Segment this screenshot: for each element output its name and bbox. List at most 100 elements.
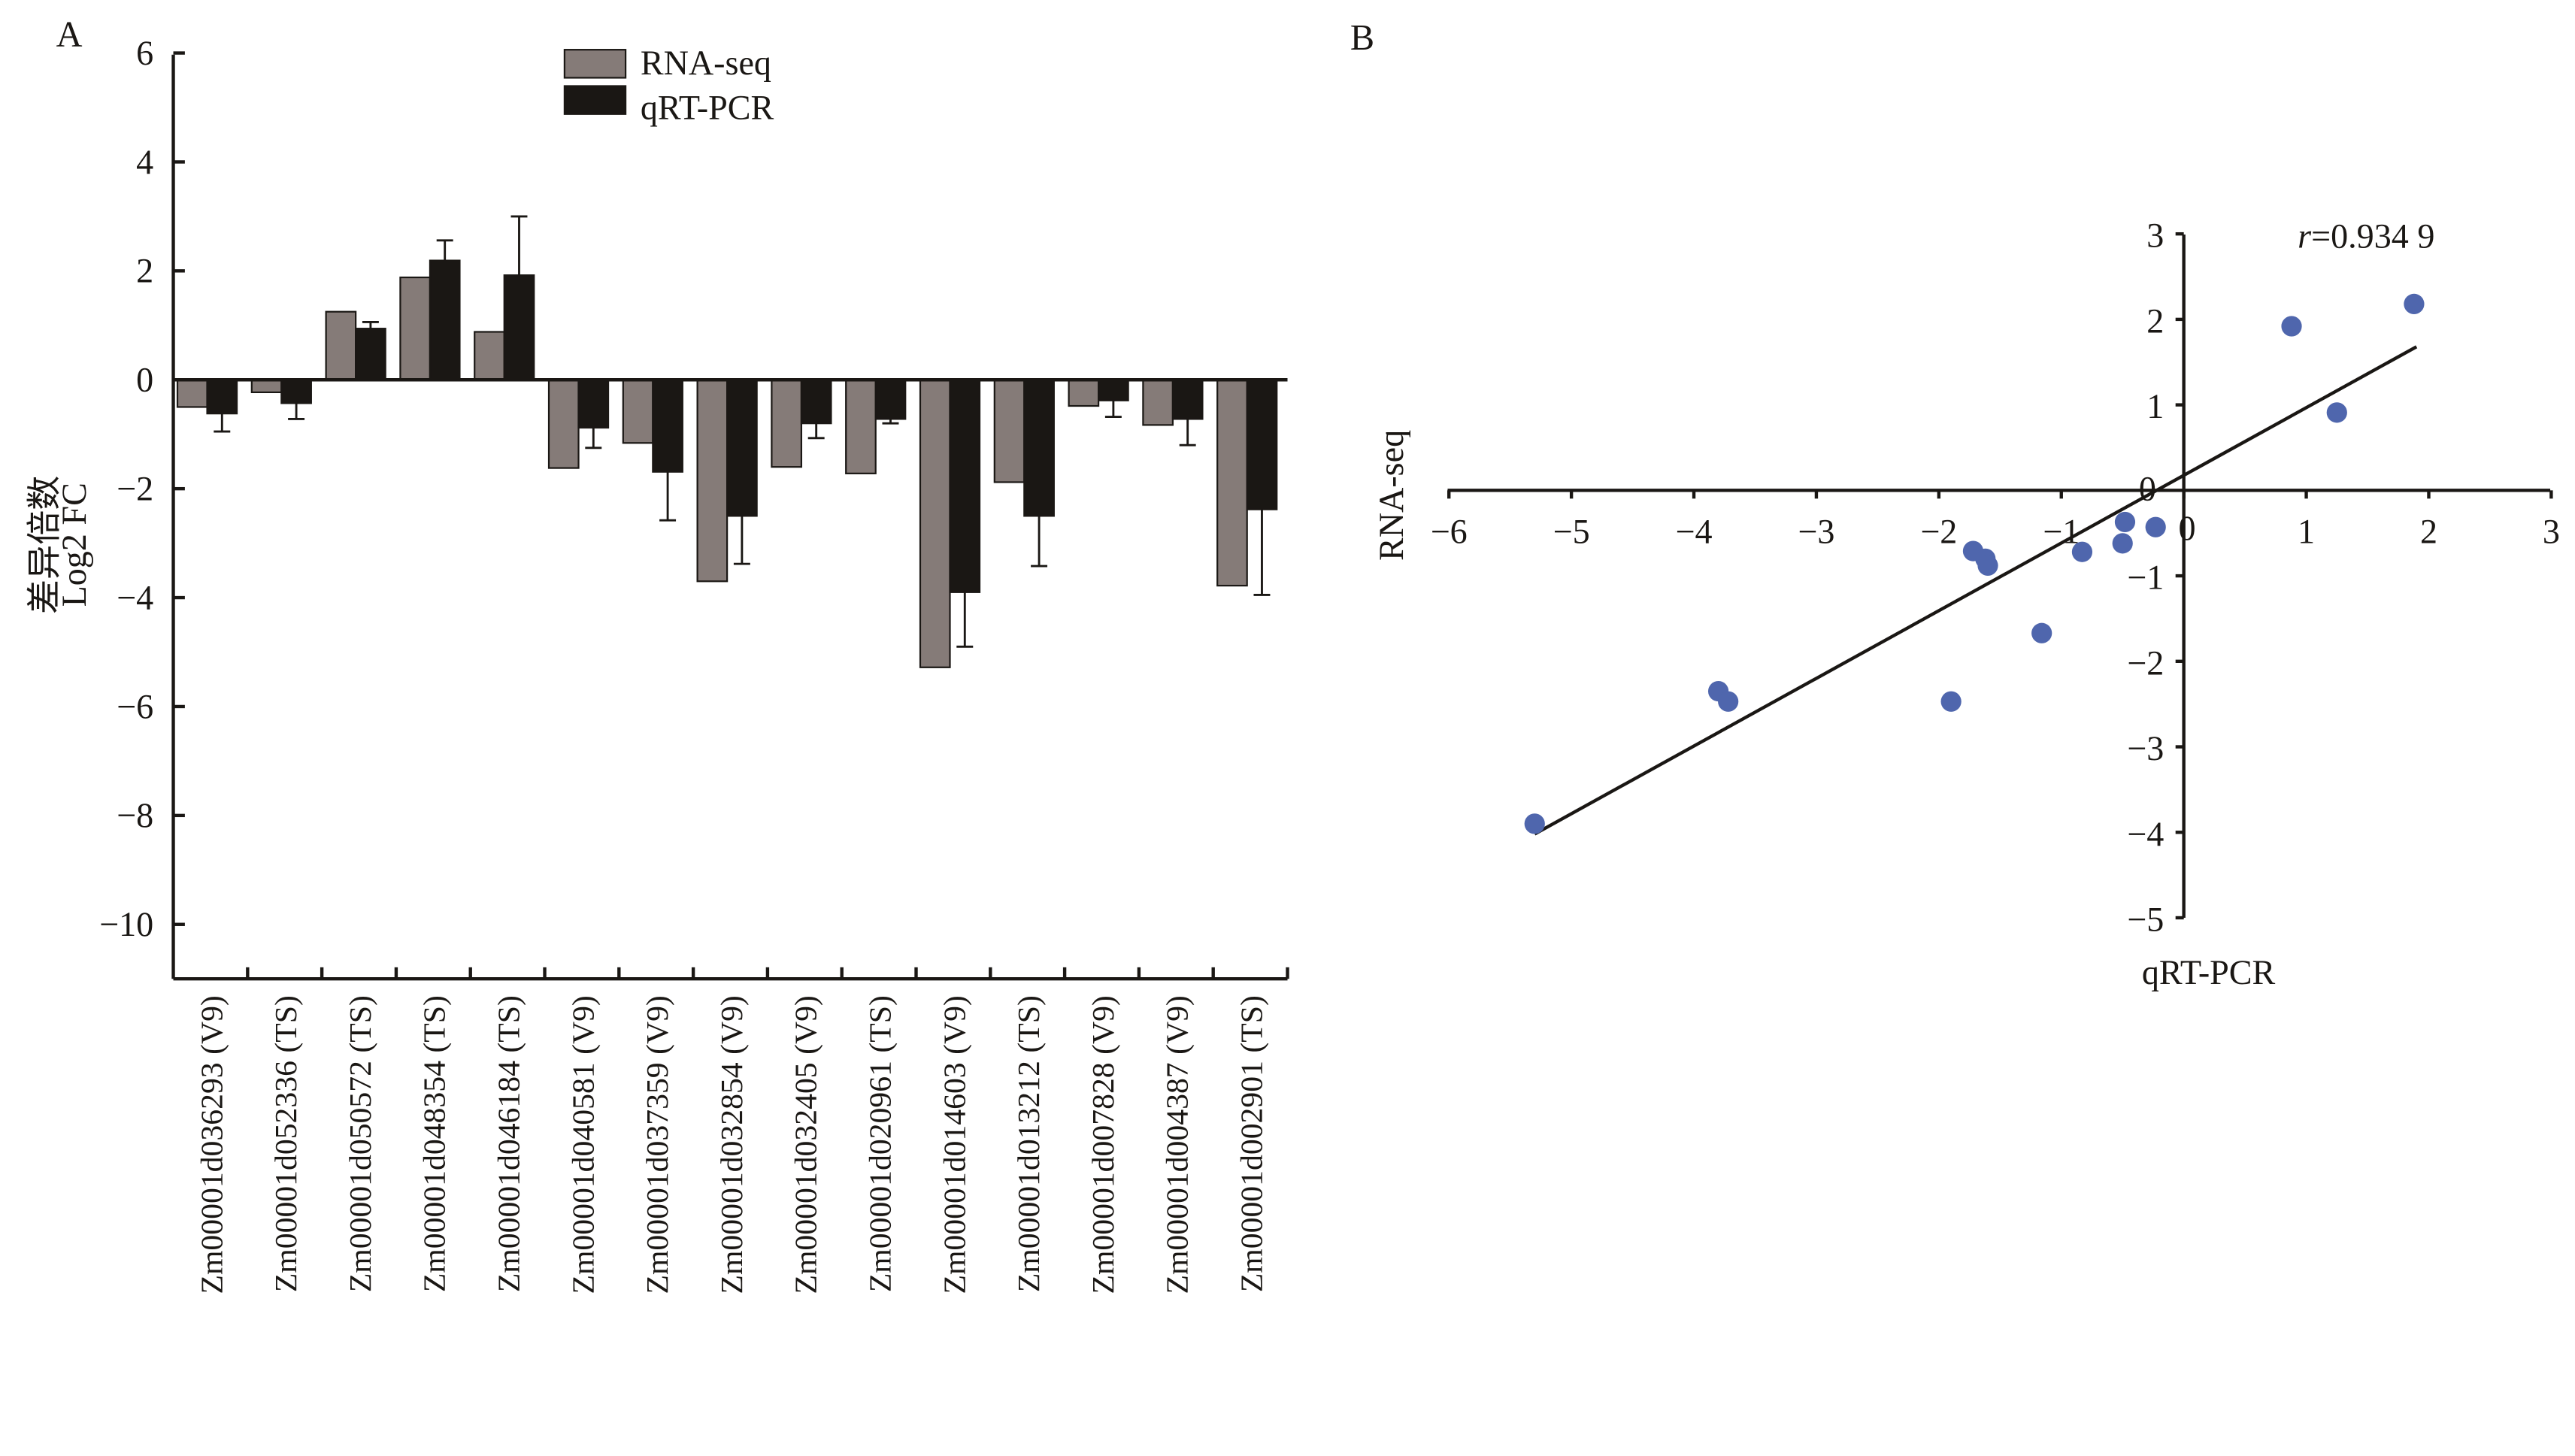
scatter-point [2071, 541, 2093, 562]
bar-rna-seq [325, 310, 357, 381]
scatter-point [2281, 316, 2302, 337]
scatter-point [2404, 293, 2425, 315]
bar-rna-seq [919, 379, 951, 668]
bar-category-label: Zm00001d036293 (V9) [195, 995, 229, 1294]
scatter-y-ticks: 3 2 1 −1 −2 −3 −4 −5 [2127, 216, 2184, 939]
scatter-y-tick-label: −3 [2127, 729, 2164, 767]
legend-swatch-rna-seq [563, 49, 627, 79]
bar-rna-seq [250, 379, 283, 394]
scatter-point [1718, 691, 1739, 712]
bar-rna-seq [1216, 379, 1248, 587]
bar-y-tick-label: −8 [117, 796, 153, 834]
correlation-r-symbol: r [2298, 217, 2312, 256]
bar-rna-seq [399, 276, 432, 381]
bar-rna-seq [1068, 379, 1100, 407]
bar-qrt-pcr [1023, 379, 1055, 517]
scatter-y-tick-label: −1 [2127, 558, 2164, 597]
scatter-x-tick-label: 0 [2179, 509, 2196, 547]
bar-marks [176, 215, 1278, 668]
bar-category-labels: Zm00001d036293 (V9) Zm00001d052336 (TS) Zm… [195, 995, 1269, 1294]
bar-rna-seq [1142, 379, 1174, 426]
bar-qrt-pcr [429, 259, 461, 381]
bar-qrt-pcr [206, 379, 238, 415]
scatter-chart: −6 −5 −4 −3 −2 −1 0 1 2 3 3 2 1 −1 −2 −3 −4 −5 0 r=0.934… [1372, 216, 2560, 991]
bar-qrt-pcr [577, 379, 610, 429]
legend-label-qrt-pcr: qRT-PCR [641, 88, 774, 126]
bar-y-tick-label: −6 [117, 687, 153, 725]
bar-y-tick-label: 2 [136, 252, 153, 290]
scatter-point [2031, 622, 2052, 643]
bar-y-label: 差异倍数 Log2 FC [24, 476, 94, 614]
bar-category-label: Zm00001d032854 (V9) [715, 995, 750, 1294]
scatter-point [2112, 533, 2133, 554]
bar-qrt-pcr [1246, 379, 1278, 510]
scatter-points [1524, 293, 2425, 834]
correlation-value: =0.934 9 [2311, 217, 2434, 256]
bar-category-label: Zm00001d050572 (TS) [344, 995, 378, 1292]
legend-label-rna-seq: RNA-seq [641, 44, 771, 82]
scatter-y-label: RNA-seq [1372, 430, 1410, 561]
correlation-annotation: r=0.934 9 [2298, 217, 2434, 256]
bar-rna-seq [771, 379, 803, 468]
trendline [1534, 345, 2418, 836]
bar-y-tick-label: −2 [117, 470, 153, 508]
bar-qrt-pcr [726, 379, 758, 517]
scatter-y-tick-label: 2 [2146, 301, 2164, 340]
bar-rna-seq [845, 379, 877, 474]
scatter-point [1977, 555, 1998, 577]
scatter-y-tick-label: 1 [2146, 387, 2164, 425]
bar-rna-seq [993, 379, 1025, 483]
bar-qrt-pcr [874, 379, 907, 420]
bar-category-label: Zm00001d004387 (V9) [1161, 995, 1195, 1294]
bar-category-label: Zm00001d037359 (V9) [641, 995, 675, 1294]
bar-category-label: Zm00001d046184 (TS) [492, 995, 526, 1292]
bar-rna-seq [176, 379, 208, 408]
scatter-point [2145, 516, 2166, 537]
bar-category-label: Zm00001d052336 (TS) [269, 995, 304, 1292]
bar-qrt-pcr [280, 379, 312, 404]
bar-rna-seq [622, 379, 654, 444]
panel-label-b: B [1350, 18, 1374, 58]
bar-qrt-pcr [652, 379, 683, 473]
scatter-y-tick-label: −2 [2127, 643, 2164, 682]
bar-qrt-pcr [800, 379, 832, 425]
bar-y-label-line2: Log2 FC [55, 483, 93, 607]
scatter-x-tick-label: −2 [1920, 513, 1957, 551]
scatter-y-tick-label: −4 [2127, 815, 2164, 853]
scatter-x-label: qRT-PCR [2142, 953, 2276, 991]
scatter-x-tick-label: −4 [1676, 513, 1713, 551]
scatter-x-tick-label: −3 [1798, 513, 1834, 551]
scatter-point [1940, 691, 1962, 712]
bar-rna-seq [474, 331, 505, 381]
scatter-y-tick-label: 3 [2146, 216, 2164, 255]
bar-qrt-pcr [503, 274, 535, 381]
bar-y-ticks: 6 4 2 0 −2 −4 −6 −8 −10 [99, 34, 185, 943]
bar-qrt-pcr [355, 328, 386, 381]
bar-y-tick-label: 0 [136, 361, 153, 399]
scatter-x-tick-label: 1 [2298, 513, 2315, 551]
scatter-point [2326, 402, 2347, 423]
scatter-x-tick-label: −1 [2043, 513, 2080, 551]
scatter-origin-label: 0 [2139, 470, 2156, 508]
bar-category-label: Zm00001d020961 (TS) [863, 995, 898, 1292]
bar-x-ticks [246, 967, 1289, 979]
bar-rna-seq [696, 379, 729, 583]
scatter-point [2114, 511, 2136, 533]
bar-y-label-line1: 差异倍数 [24, 476, 65, 614]
scatter-x-tick-label: 2 [2420, 513, 2437, 551]
panel-label-a: A [56, 15, 83, 55]
bar-rna-seq [547, 379, 580, 469]
bar-category-label: Zm00001d048354 (TS) [418, 995, 453, 1292]
bar-category-label: Zm00001d013212 (TS) [1012, 995, 1047, 1292]
scatter-x-ticks: −6 −5 −4 −3 −2 −1 0 1 2 3 [1431, 490, 2560, 551]
bar-y-tick-label: −4 [117, 578, 153, 616]
legend: RNA-seq qRT-PCR [563, 44, 774, 126]
bar-qrt-pcr [949, 379, 981, 593]
bar-category-label: Zm00001d007828 (V9) [1086, 995, 1121, 1294]
bar-y-tick-label: 4 [136, 143, 153, 181]
bar-y-tick-label: −10 [99, 905, 153, 943]
scatter-x-tick-label: −6 [1431, 513, 1468, 551]
legend-swatch-qrt-pcr [563, 85, 627, 115]
